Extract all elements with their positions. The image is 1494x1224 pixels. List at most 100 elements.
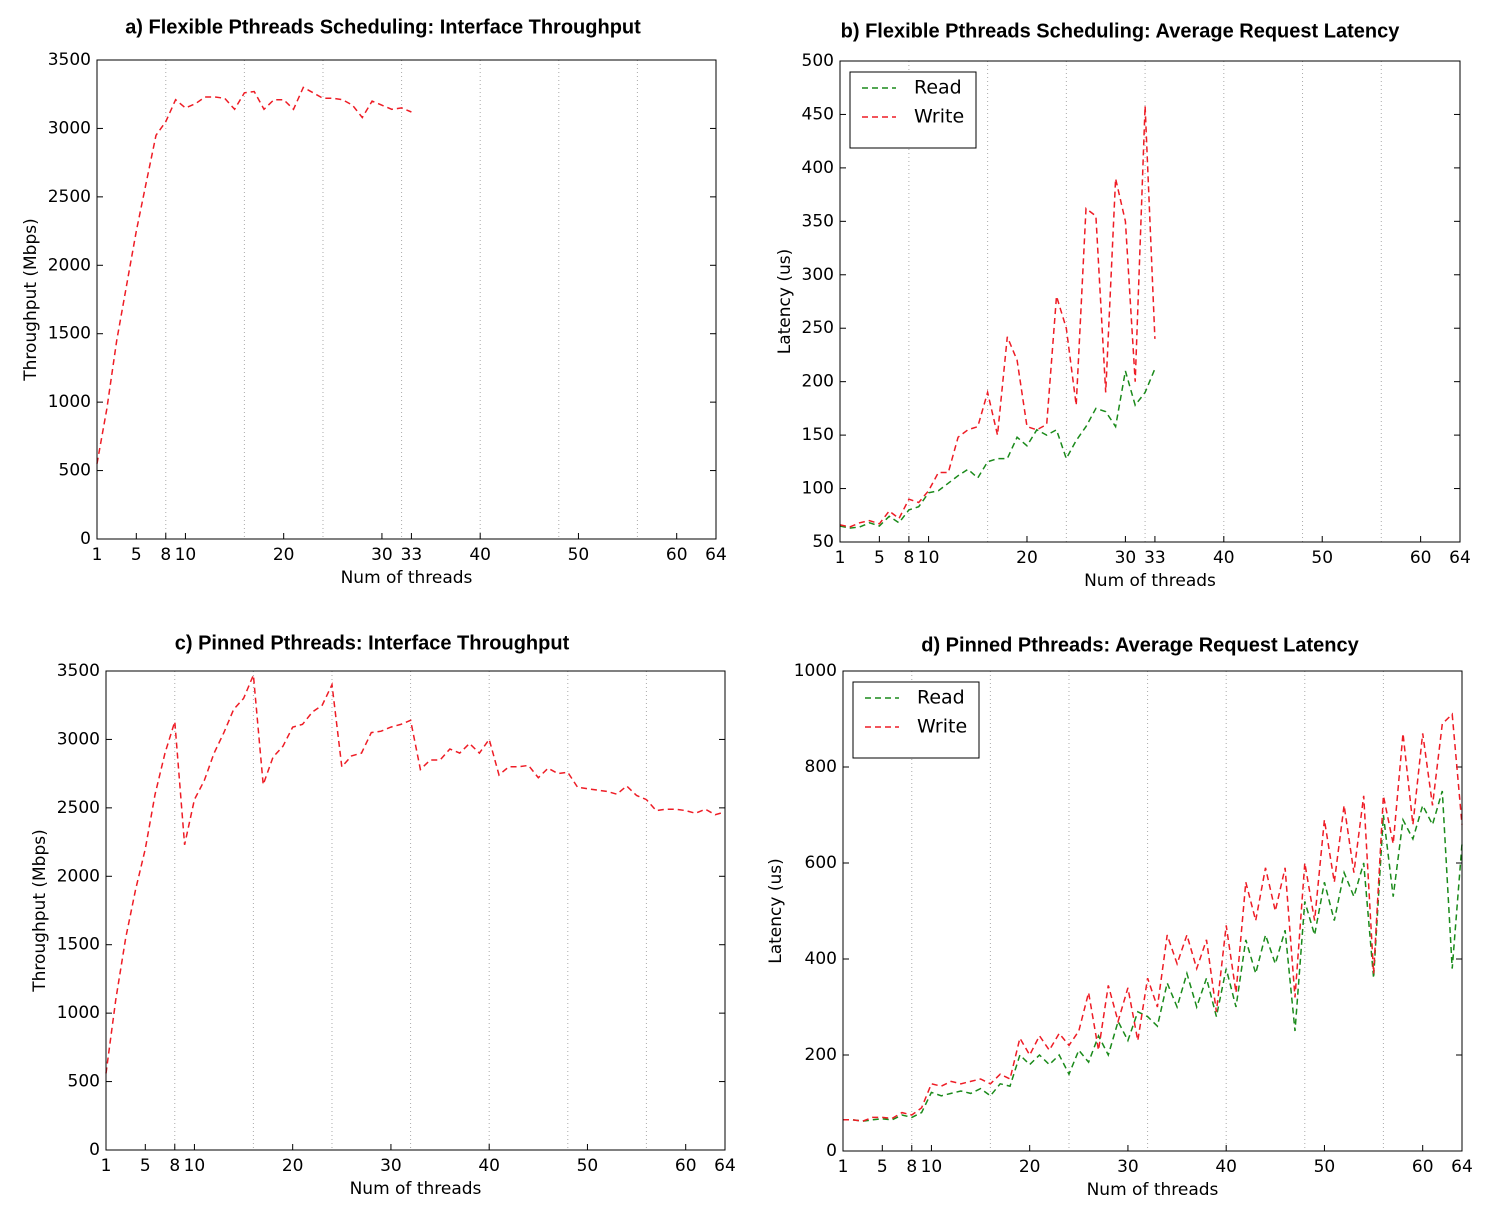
data-line [839, 368, 1156, 529]
y-tick-label: 1500 [57, 935, 100, 955]
chart-title: d) Pinned Pthreads: Average Request Late… [921, 634, 1359, 656]
data-line [839, 105, 1156, 528]
x-tick-label: 5 [131, 545, 142, 565]
x-tick-label: 30 [1115, 548, 1137, 568]
y-axis-label: Throughput (Mbps) [21, 218, 41, 382]
y-tick-label: 1000 [48, 392, 91, 412]
data-line [843, 790, 1463, 1122]
x-tick-label: 64 [1449, 548, 1471, 568]
x-tick-label: 60 [675, 1156, 697, 1176]
plot-frame [842, 670, 1463, 1152]
y-tick-label: 3000 [48, 118, 91, 138]
x-tick-label: 50 [568, 545, 590, 565]
y-tick-label: 400 [805, 949, 837, 969]
chart-title: b) Flexible Pthreads Scheduling: Average… [841, 20, 1401, 42]
y-tick-label: 500 [68, 1072, 100, 1092]
x-tick-label: 8 [903, 548, 914, 568]
x-tick-label: 60 [1410, 548, 1432, 568]
x-tick-label: 5 [874, 548, 885, 568]
y-tick-label: 0 [80, 529, 91, 549]
data-line [105, 674, 726, 1074]
y-tick-label: 3500 [57, 661, 100, 681]
x-tick-label: 40 [1215, 1157, 1237, 1177]
x-axis-label: Num of threads [341, 568, 473, 588]
plot-frame [105, 670, 726, 1151]
y-tick-label: 2500 [48, 187, 91, 207]
y-tick-label: 200 [805, 1045, 837, 1065]
legend-label: Write [914, 106, 964, 128]
y-tick-label: 500 [59, 461, 91, 481]
x-tick-label: 10 [921, 1157, 943, 1177]
y-tick-label: 500 [802, 51, 834, 71]
y-tick-label: 1500 [48, 324, 91, 344]
y-tick-label: 3000 [57, 729, 100, 749]
y-tick-label: 1000 [794, 661, 837, 681]
legend-box [849, 71, 977, 149]
y-tick-label: 150 [802, 425, 834, 445]
x-tick-label: 5 [140, 1156, 151, 1176]
x-axis-label: Num of threads [1084, 571, 1216, 591]
y-tick-label: 50 [812, 532, 834, 552]
x-tick-label: 50 [1311, 548, 1333, 568]
x-tick-label: 20 [1019, 1157, 1041, 1177]
x-tick-label: 1 [92, 545, 103, 565]
chart-title: a) Flexible Pthreads Scheduling: Interfa… [125, 16, 641, 38]
x-axis-label: Num of threads [1087, 1180, 1219, 1200]
x-tick-label: 8 [160, 545, 171, 565]
x-tick-label: 10 [175, 545, 197, 565]
legend-label: Read [914, 77, 962, 99]
y-tick-label: 100 [802, 479, 834, 499]
chart-title: c) Pinned Pthreads: Interface Throughput [175, 632, 570, 654]
y-axis-label: Throughput (Mbps) [30, 829, 50, 993]
x-tick-label: 30 [1117, 1157, 1139, 1177]
x-tick-label: 8 [169, 1156, 180, 1176]
y-tick-label: 300 [802, 265, 834, 285]
x-tick-label: 64 [705, 545, 727, 565]
x-tick-label: 20 [1016, 548, 1038, 568]
x-tick-label: 50 [577, 1156, 599, 1176]
x-tick-label: 50 [1314, 1157, 1336, 1177]
legend-label: Read [917, 687, 965, 709]
x-tick-label: 10 [918, 548, 940, 568]
x-tick-label: 1 [838, 1157, 849, 1177]
y-tick-label: 2500 [57, 798, 100, 818]
y-axis-label: Latency (us) [775, 249, 795, 355]
x-tick-label: 1 [835, 548, 846, 568]
x-tick-label: 5 [877, 1157, 888, 1177]
x-tick-label: 64 [714, 1156, 736, 1176]
y-tick-label: 2000 [48, 255, 91, 275]
x-tick-label: 30 [380, 1156, 402, 1176]
x-tick-label: 20 [273, 545, 295, 565]
x-tick-label: 20 [282, 1156, 304, 1176]
x-tick-label: 33 [1144, 548, 1166, 568]
x-tick-label: 40 [478, 1156, 500, 1176]
x-tick-label: 8 [906, 1157, 917, 1177]
x-tick-label: 33 [401, 545, 423, 565]
x-tick-label: 64 [1451, 1157, 1473, 1177]
x-tick-label: 40 [1213, 548, 1235, 568]
y-tick-label: 450 [802, 104, 834, 124]
y-tick-label: 800 [805, 757, 837, 777]
y-tick-label: 3500 [48, 50, 91, 70]
data-line [843, 712, 1463, 1122]
x-tick-label: 1 [101, 1156, 112, 1176]
legend-label: Write [917, 716, 967, 738]
x-tick-label: 60 [666, 545, 688, 565]
y-tick-label: 200 [802, 372, 834, 392]
x-tick-label: 40 [469, 545, 491, 565]
plot-frame [96, 59, 717, 540]
data-line [96, 86, 412, 464]
y-tick-label: 350 [802, 211, 834, 231]
x-tick-label: 10 [184, 1156, 206, 1176]
x-tick-label: 60 [1412, 1157, 1434, 1177]
x-axis-label: Num of threads [350, 1179, 482, 1199]
y-axis-label: Latency (us) [766, 858, 786, 964]
y-tick-label: 600 [805, 853, 837, 873]
plot-frame [839, 60, 1461, 543]
y-tick-label: 400 [802, 158, 834, 178]
legend-box [852, 681, 980, 759]
y-tick-label: 0 [826, 1141, 837, 1161]
y-tick-label: 2000 [57, 866, 100, 886]
y-tick-label: 250 [802, 318, 834, 338]
